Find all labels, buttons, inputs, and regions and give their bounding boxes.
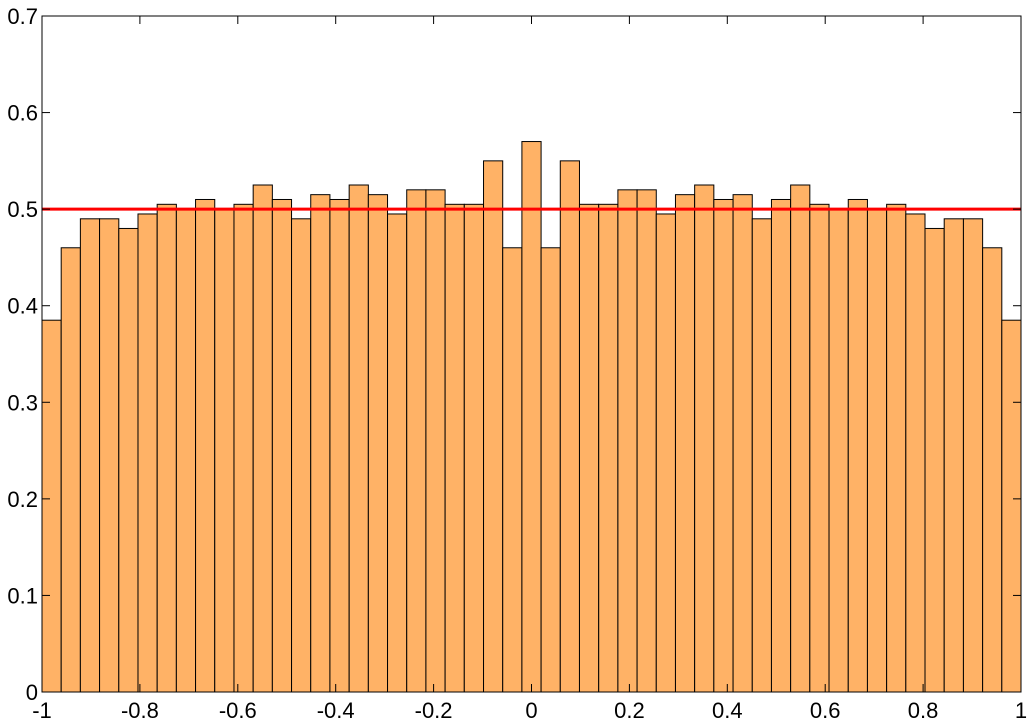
bar (886, 203, 907, 693)
bar (406, 189, 427, 693)
bar (674, 194, 696, 693)
bar (156, 203, 177, 693)
x-tick-label: 0.4 (712, 698, 743, 721)
x-tick-label: -0.6 (219, 698, 257, 721)
bar (770, 198, 792, 693)
bar (99, 218, 120, 693)
bar (617, 189, 638, 693)
bar (751, 218, 772, 693)
x-tick-label: 0 (525, 698, 537, 721)
bar (828, 208, 849, 693)
bar (137, 213, 158, 693)
bar (118, 227, 139, 693)
bar (905, 213, 926, 693)
x-tick-label: 1 (1015, 698, 1027, 721)
x-tick-label: 0.8 (908, 698, 939, 721)
bar (79, 218, 101, 693)
y-tick-label: 0.7 (7, 4, 38, 29)
bar (291, 218, 312, 693)
bar (732, 194, 753, 693)
bar (41, 319, 62, 693)
bar (444, 203, 465, 693)
bar (578, 203, 600, 693)
bar (847, 198, 868, 693)
bar (348, 184, 369, 693)
x-tick-label: -0.8 (121, 698, 159, 721)
bar (483, 160, 504, 693)
bar (329, 198, 350, 693)
x-tick-label: -0.2 (415, 698, 453, 721)
bar (271, 198, 293, 693)
x-tick-label: 0.2 (614, 698, 645, 721)
y-tick-label: 0.2 (7, 487, 38, 512)
bar (252, 184, 273, 693)
y-tick-label: 0.1 (7, 583, 38, 608)
y-tick-label: 0 (26, 680, 38, 705)
bar (521, 141, 542, 693)
y-tick-label: 0.3 (7, 390, 38, 415)
bar (790, 184, 811, 693)
bar (367, 194, 389, 693)
bar (175, 208, 197, 693)
bar (809, 203, 830, 693)
bar (463, 203, 485, 693)
bar (60, 247, 81, 693)
bar (387, 213, 408, 693)
bar (540, 247, 561, 693)
y-tick-label: 0.4 (7, 294, 38, 319)
bar (502, 247, 523, 693)
bar (425, 189, 446, 693)
bar (233, 203, 254, 693)
bar (559, 160, 580, 693)
bar (924, 227, 945, 693)
x-tick-label: -0.4 (317, 698, 355, 721)
bar (982, 247, 1003, 693)
y-tick-label: 0.5 (7, 197, 38, 222)
bar (195, 198, 216, 693)
y-tick-label: 0.6 (7, 101, 38, 126)
bar (598, 203, 619, 693)
bar (866, 208, 888, 693)
x-tick-label: -1 (32, 698, 52, 721)
bar (310, 194, 331, 693)
bar (214, 208, 235, 693)
bar (713, 198, 734, 693)
bar (1001, 319, 1022, 693)
bar (962, 218, 984, 693)
x-tick-label: 0.6 (810, 698, 841, 721)
bar (943, 218, 964, 693)
bar (636, 189, 657, 693)
bar (655, 213, 676, 693)
bar (694, 184, 715, 693)
